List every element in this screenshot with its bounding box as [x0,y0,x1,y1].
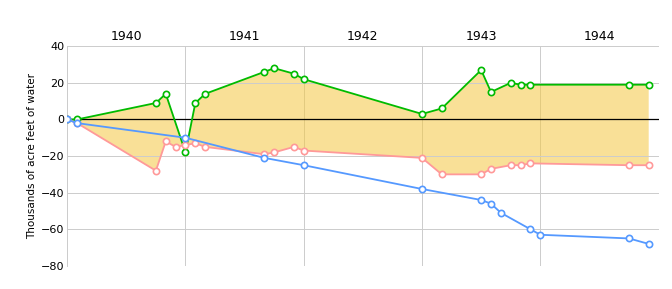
Text: 1943: 1943 [466,30,497,43]
Y-axis label: Thousands of acre feet of water: Thousands of acre feet of water [27,73,37,239]
Text: 1941: 1941 [229,30,260,43]
Text: 1944: 1944 [584,30,615,43]
Text: 1940: 1940 [110,30,142,43]
Text: 1942: 1942 [347,30,378,43]
